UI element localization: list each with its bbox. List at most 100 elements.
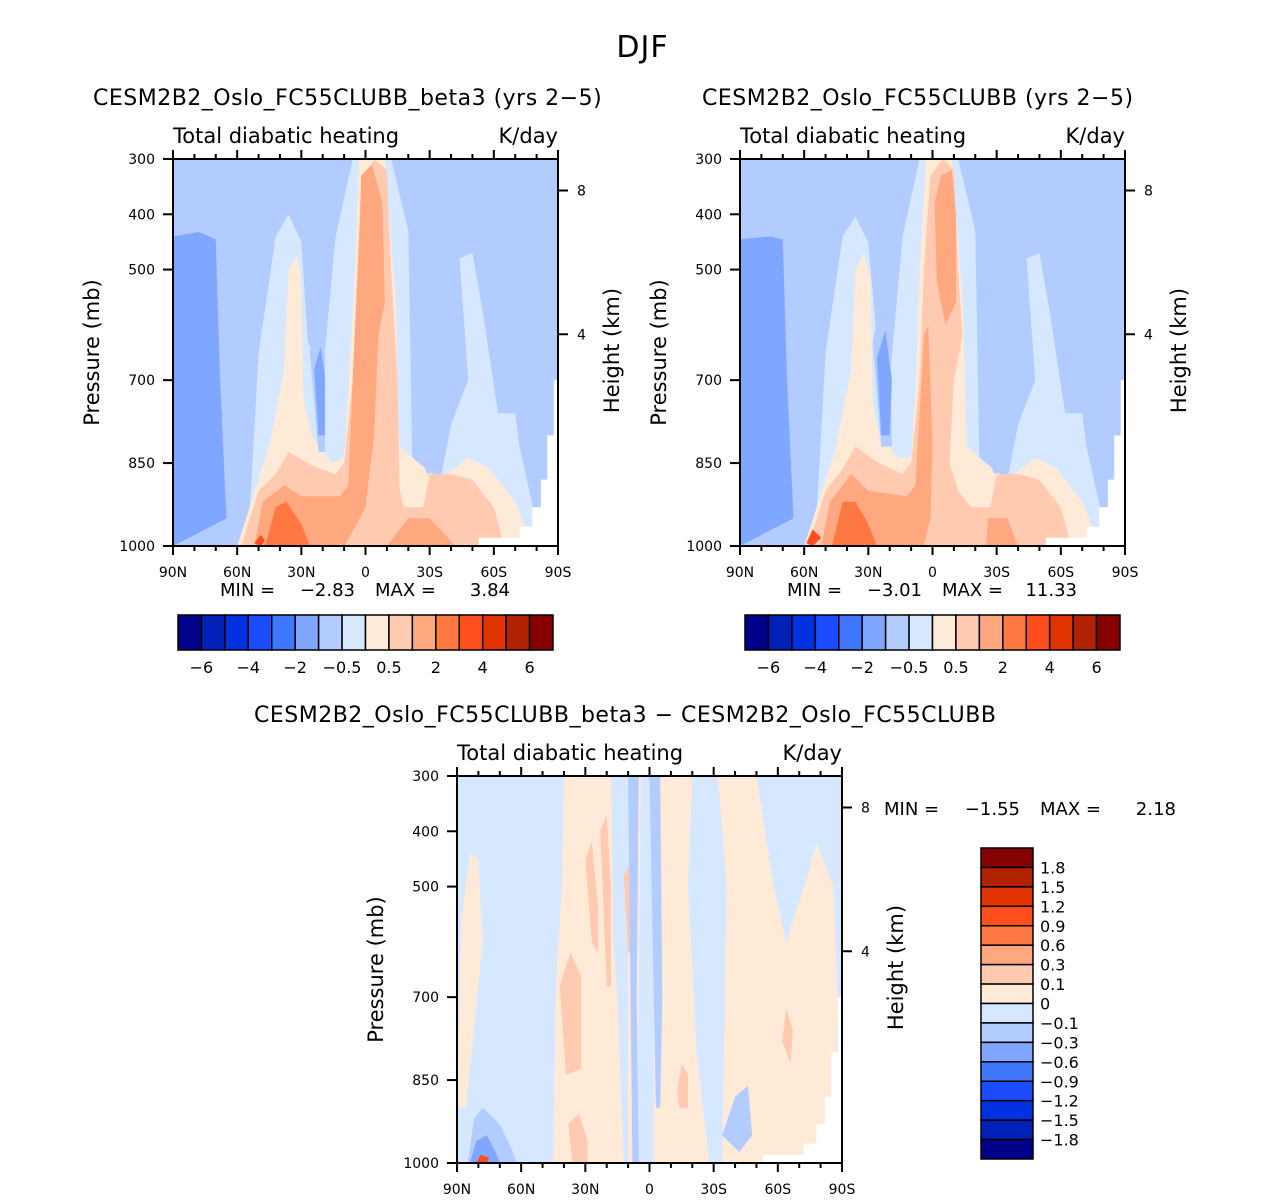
colorbar-label: 1.8 (1040, 858, 1065, 877)
max-value: 11.33 (1025, 580, 1077, 601)
contour-region (934, 170, 956, 325)
contour-region (314, 347, 325, 436)
x-tick-label: 30S (700, 1182, 727, 1198)
x-tick-label: 30N (287, 565, 315, 581)
colorbar-label: 6 (524, 658, 534, 677)
max-label: MAX = (1040, 799, 1101, 820)
colorbar-box (200, 614, 226, 651)
panel-2-title: CESM2B2_Oslo_FC55CLUBB (yrs 2−5) (702, 86, 1134, 111)
colorbar-label: 0.6 (1040, 936, 1065, 955)
colorbar-box (1002, 614, 1027, 651)
contour-region (677, 1063, 688, 1108)
colorbar-label: −2 (850, 658, 874, 677)
max-value: 3.84 (470, 580, 510, 601)
colorbar-box (980, 1119, 1034, 1141)
y-tick-label: 400 (695, 207, 722, 223)
colorbar-label: 4 (1045, 658, 1055, 677)
contour-region (983, 374, 1014, 475)
x-tick-label: 90N (726, 565, 754, 581)
colorbar-box (767, 614, 793, 651)
colorbar-box (317, 614, 343, 651)
colorbar-label: 6 (1091, 658, 1101, 677)
y-axis-label: Pressure (mb) (647, 279, 671, 426)
contour-region (628, 776, 639, 1163)
colorbar-box (980, 1002, 1034, 1024)
contour-region (740, 236, 794, 546)
colorbar-box (980, 1061, 1034, 1082)
contour-region (416, 374, 447, 475)
colorbar-box (980, 1022, 1034, 1044)
y-tick-label: 300 (695, 152, 722, 168)
colorbar-label: −0.6 (1040, 1053, 1079, 1072)
x-tick-label: 60N (790, 565, 818, 581)
colorbar-box (838, 614, 863, 651)
colorbar-box (814, 614, 840, 651)
contour-region (559, 952, 582, 1075)
x-tick-label: 0 (361, 565, 370, 581)
contour-field (173, 159, 558, 546)
x-tick-label: 0 (645, 1182, 654, 1198)
height-axis-label: Height (km) (884, 905, 908, 1030)
colorbar-box (341, 614, 367, 651)
contour-region (600, 814, 611, 987)
y-tick-label: 500 (412, 880, 439, 896)
y-axis-label: Pressure (mb) (364, 896, 388, 1043)
colorbar-box (980, 847, 1034, 869)
height-axis-label: Height (km) (600, 288, 624, 413)
y-tick-label: 850 (128, 456, 155, 472)
min-max-stats: MIN = −1.55 MAX = 2.18 (884, 799, 1176, 820)
figure-title: DJF (616, 30, 669, 65)
contour-region (476, 1154, 490, 1163)
missing-data-region (478, 380, 558, 546)
units-label: K/day (783, 741, 842, 765)
contour-region (653, 776, 710, 1163)
colorbar-label: 2 (998, 658, 1008, 677)
variable-label: Total diabatic heating (456, 741, 683, 765)
y-tick-label: 300 (412, 769, 439, 785)
x-tick-label: 0 (928, 565, 937, 581)
colorbar-label: 1.5 (1040, 878, 1065, 897)
colorbar-box (744, 614, 770, 651)
y-tick-label: 700 (128, 373, 155, 389)
contour-region (782, 1008, 793, 1064)
colorbar-label: −4 (237, 658, 261, 677)
colorbar-label: 0.5 (943, 658, 968, 677)
colorbar-box (980, 1099, 1034, 1121)
contour-region (717, 776, 838, 1163)
x-tick-label: 90S (829, 1182, 856, 1198)
x-tick-label: 90N (443, 1182, 471, 1198)
min-max-stats: MIN = −2.83 MAX = 3.84 (220, 580, 510, 601)
max-label: MAX = (942, 580, 1003, 601)
y-tick-label: 300 (128, 152, 155, 168)
variable-label: Total diabatic heating (172, 124, 399, 148)
colorbar-box (458, 614, 484, 651)
colorbar-box (411, 614, 437, 651)
colorbar-box (861, 614, 887, 651)
x-tick-label: 60S (764, 1182, 791, 1198)
colorbar-box (978, 614, 1004, 651)
y-tick-label: 850 (695, 456, 722, 472)
variable-label: Total diabatic heating (739, 124, 966, 148)
colorbar-label: −6 (757, 658, 781, 677)
colorbar-label: −2 (283, 658, 307, 677)
colorbar-box (177, 614, 203, 651)
contour-region (173, 232, 227, 546)
colorbar-box (528, 614, 554, 651)
min-value: −1.55 (965, 799, 1020, 820)
colorbar-label: −0.5 (890, 658, 929, 677)
height-tick-label: 8 (1144, 184, 1153, 200)
height-tick-label: 4 (577, 327, 586, 343)
colorbar-box (980, 925, 1034, 946)
y-axis-label: Pressure (mb) (80, 279, 104, 426)
colorbar-box (505, 614, 531, 651)
colorbar-box (980, 963, 1034, 985)
min-max-stats: MIN = −3.01 MAX = 11.33 (787, 580, 1077, 601)
contour-region (585, 842, 599, 953)
panel-diff-title: CESM2B2_Oslo_FC55CLUBB_beta3 − CESM2B2_O… (254, 703, 997, 728)
panel-1-title: CESM2B2_Oslo_FC55CLUBB_beta3 (yrs 2−5) (93, 86, 603, 111)
colorbar-box (271, 614, 296, 651)
contour-region (254, 534, 265, 546)
height-tick-label: 8 (577, 184, 586, 200)
contour-region (808, 159, 1072, 546)
colorbar-label: −1.8 (1040, 1131, 1079, 1150)
